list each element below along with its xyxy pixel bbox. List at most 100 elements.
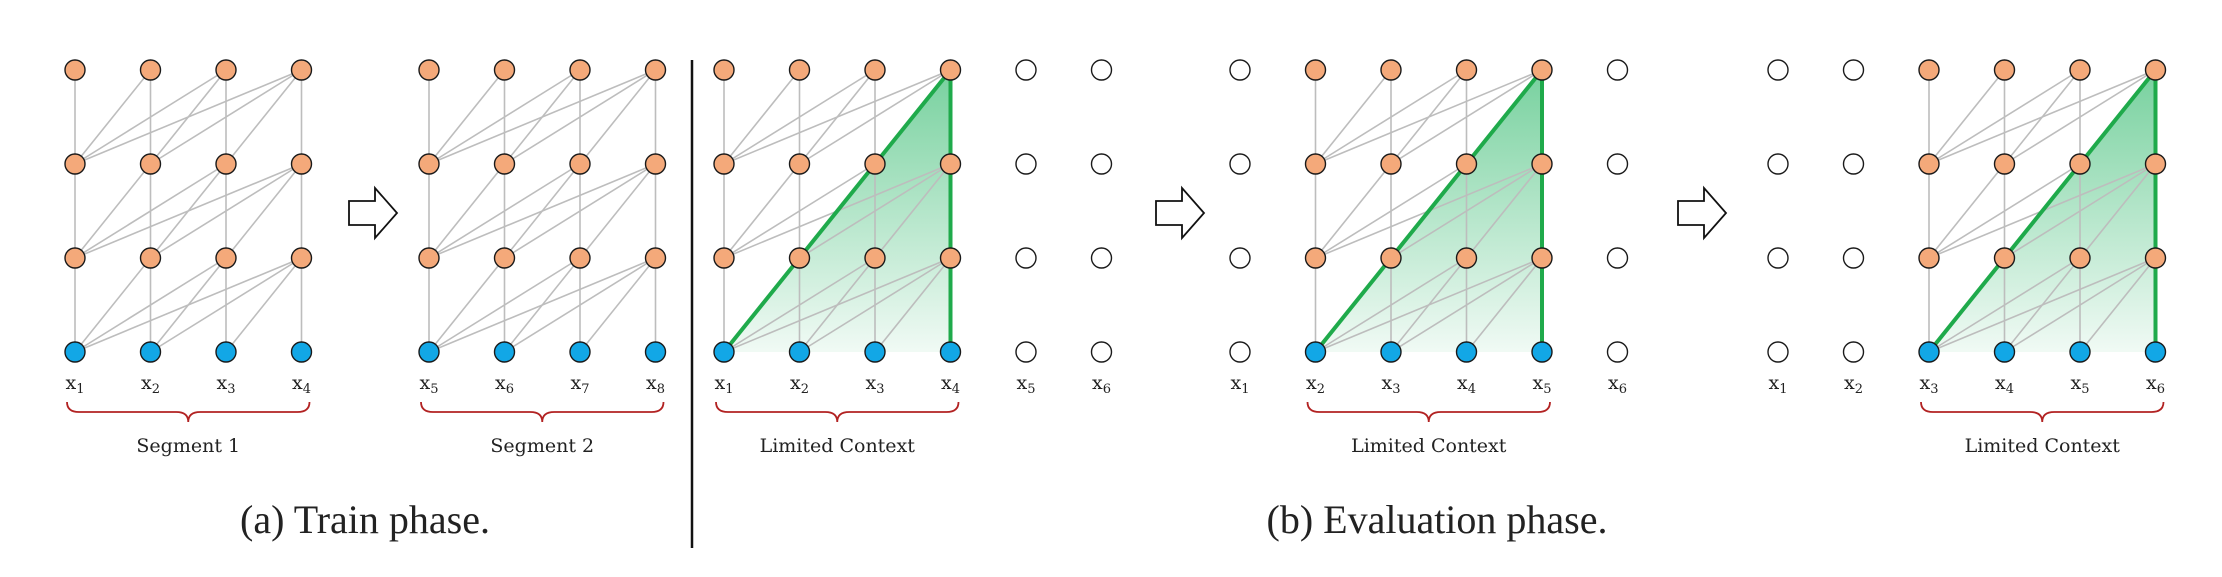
hidden-node	[139, 59, 162, 81]
attention-edge	[1390, 257, 1543, 353]
attention-edge	[1928, 257, 2081, 353]
limited-context-label: Limited Context	[1965, 435, 2121, 457]
token-label-x1: x1	[1231, 372, 1250, 397]
attention-edge	[799, 69, 951, 165]
attention-edge	[150, 69, 302, 165]
token-label-x5: x5	[420, 372, 439, 397]
segment-2-panel: x5 x6 x7 x8 Segment 2	[418, 59, 667, 457]
token-label-x5: x5	[1533, 372, 1552, 397]
context-boundary-diagonal	[722, 68, 953, 354]
segment-label: Segment 2	[490, 435, 594, 457]
token-label-x4: x4	[941, 372, 960, 397]
attention-edge	[150, 257, 302, 353]
hidden-node	[939, 59, 962, 81]
attention-edge	[1928, 69, 2156, 165]
hidden-node	[493, 59, 516, 81]
input-node	[864, 341, 886, 363]
hidden-node	[1918, 153, 1940, 175]
hidden-node	[139, 247, 162, 269]
token-label-x5: x5	[1017, 372, 1036, 397]
attention-edge	[1465, 163, 1543, 259]
attention-edge	[225, 163, 303, 259]
attention-edge	[1465, 257, 1543, 353]
hidden-node	[418, 247, 440, 269]
input-node	[1304, 341, 1327, 363]
right-arrow-icon	[1155, 185, 1206, 241]
inactive-node	[1842, 247, 1865, 269]
input-node	[713, 341, 735, 363]
token-label-x2: x2	[1844, 372, 1863, 397]
hidden-node	[788, 247, 811, 269]
segment-brace	[1920, 401, 2165, 423]
context-boundary-diagonal	[1927, 68, 2158, 354]
hidden-node	[139, 153, 162, 175]
arrows-layer	[348, 185, 1728, 241]
attention-edge	[874, 163, 952, 259]
inactive-node	[1090, 59, 1113, 81]
segment-brace	[420, 401, 665, 423]
token-label-x3: x3	[866, 372, 885, 397]
limited-context-label: Limited Context	[1351, 435, 1507, 457]
hidden-node	[64, 59, 86, 81]
token-label-x4: x4	[292, 372, 311, 397]
inactive-node	[1015, 153, 1037, 175]
attention-edge	[1928, 69, 2081, 165]
input-node	[644, 341, 667, 363]
inactive-node	[1606, 153, 1629, 175]
hidden-node	[1918, 59, 1940, 81]
token-label-x1: x1	[715, 372, 734, 397]
inactive-node	[1767, 153, 1789, 175]
hidden-node	[569, 153, 591, 175]
hidden-node	[2069, 59, 2091, 81]
hidden-node	[939, 153, 962, 175]
attention-edge	[1315, 163, 1467, 259]
attention-edge	[225, 257, 303, 353]
inactive-node	[1015, 341, 1037, 363]
input-node	[64, 341, 86, 363]
attention-edge	[579, 257, 657, 353]
token-label-x2: x2	[1306, 372, 1325, 397]
hidden-node	[788, 153, 811, 175]
hidden-node	[2144, 247, 2167, 269]
hidden-node	[713, 59, 735, 81]
attention-edge	[723, 69, 801, 165]
train-caption: (a) Train phase.	[240, 497, 490, 542]
inactive-node	[1606, 341, 1629, 363]
hidden-node	[1455, 59, 1478, 81]
inactive-node	[1842, 153, 1865, 175]
token-label-x3: x3	[1920, 372, 1939, 397]
hidden-node	[1380, 153, 1402, 175]
hidden-node	[713, 247, 735, 269]
hidden-node	[644, 153, 667, 175]
hidden-node	[2144, 153, 2167, 175]
attention-edge	[1390, 163, 1543, 259]
attention-edge	[579, 69, 657, 165]
hidden-node	[864, 59, 886, 81]
attention-edge	[799, 257, 951, 353]
hidden-node	[1304, 59, 1327, 81]
token-label-x1: x1	[1769, 372, 1788, 397]
token-label-x4: x4	[1457, 372, 1476, 397]
hidden-node	[1455, 153, 1478, 175]
attention-edge	[74, 257, 152, 353]
hidden-node	[864, 247, 886, 269]
attention-edge	[74, 257, 227, 353]
inactive-node	[1090, 247, 1113, 269]
hidden-node	[1304, 247, 1327, 269]
eval-step-1-panel: x1 x2 x3 x4 x5 x6 Limited Context	[713, 59, 1113, 457]
attention-edge	[428, 69, 506, 165]
hidden-node	[644, 59, 667, 81]
inactive-node	[1229, 341, 1251, 363]
attention-edge	[74, 69, 302, 165]
hidden-node	[215, 247, 237, 269]
input-node	[569, 341, 591, 363]
attention-edge	[1314, 69, 1392, 165]
hidden-node	[493, 153, 516, 175]
hidden-node	[2069, 153, 2091, 175]
hidden-node	[290, 153, 313, 175]
hidden-node	[1993, 153, 2016, 175]
attention-edge	[1928, 163, 2081, 259]
token-label-x6: x6	[2146, 372, 2165, 397]
attention-edge	[74, 69, 152, 165]
hidden-node	[215, 59, 237, 81]
